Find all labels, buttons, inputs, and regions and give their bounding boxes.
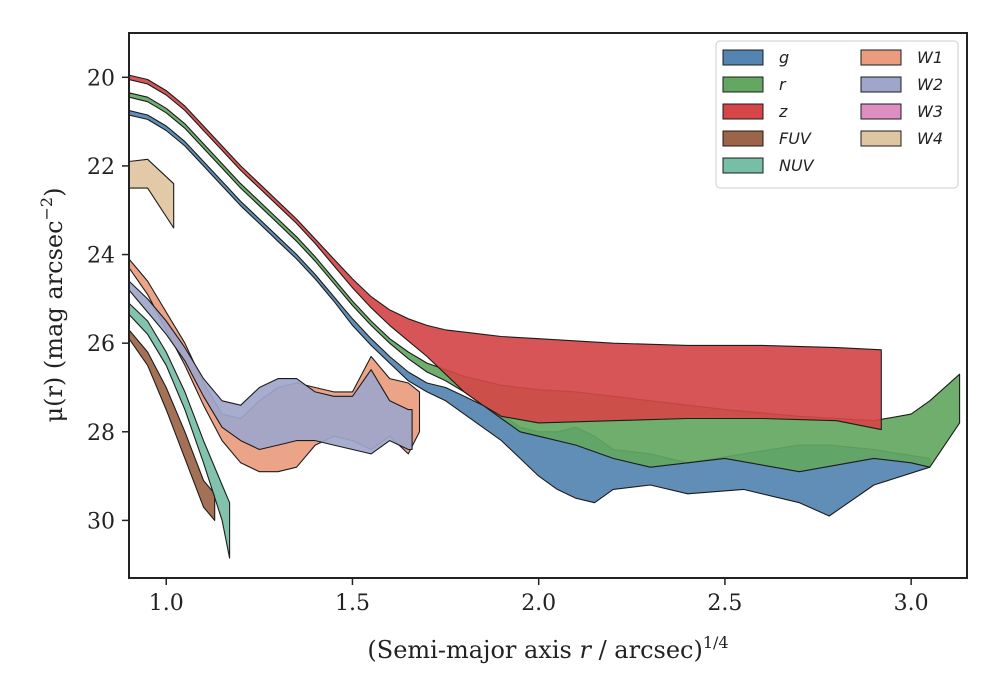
band-fuv [129, 329, 216, 521]
y-tick-label: 24 [87, 244, 115, 269]
y-tick-label: 28 [87, 421, 115, 446]
x-tick-label: 1.0 [149, 591, 184, 616]
legend-swatch-nuv [722, 157, 764, 174]
y-tick-label: 22 [87, 155, 115, 180]
y-tick-label: 26 [87, 332, 115, 357]
legend-label-w1: W1 [917, 48, 943, 67]
legend-label-nuv: NUV [779, 156, 815, 175]
legend-label-fuv: FUV [779, 129, 812, 148]
legend-swatch-w3 [860, 103, 902, 120]
x-tick-label: 3.0 [894, 591, 929, 616]
legend: grz FUV NUV W1 W2 W3 W4 [715, 40, 959, 189]
band-w2 [129, 280, 413, 455]
legend-label-z: z [778, 102, 788, 121]
legend-label-r: r [779, 75, 787, 94]
y-axis-ticks: 20 22 24 26 28 30 [87, 66, 129, 534]
x-tick-label: 2.0 [521, 591, 556, 616]
legend-label-g: g [779, 48, 789, 67]
legend-swatch-w2 [860, 76, 902, 93]
band-w4 [129, 158, 175, 229]
x-tick-label: 1.5 [335, 591, 370, 616]
legend-swatch-z [722, 103, 764, 120]
legend-swatch-w1 [860, 49, 902, 66]
x-axis-ticks: 1.0 1.5 2.0 2.5 3.0 [149, 578, 929, 616]
legend-label-w3: W3 [917, 102, 943, 121]
x-axis-label: (Semi-major axis r / arcsec)1/4 [367, 633, 728, 664]
band-layer [129, 74, 961, 559]
legend-swatch-g [722, 49, 764, 66]
band-z [129, 74, 882, 431]
legend-label-w4: W4 [917, 129, 943, 148]
legend-swatch-r [722, 76, 764, 93]
legend-label-w2: W2 [917, 75, 943, 94]
y-tick-label: 30 [87, 509, 115, 534]
plot-frame [128, 32, 968, 579]
band-nuv [129, 302, 231, 559]
legend-swatch-w4 [860, 130, 902, 147]
x-tick-label: 2.5 [707, 591, 742, 616]
y-tick-label: 20 [87, 66, 115, 91]
legend-swatch-fuv [722, 130, 764, 147]
y-axis-label: μ(r) (mag arcsec−2) [37, 188, 68, 423]
